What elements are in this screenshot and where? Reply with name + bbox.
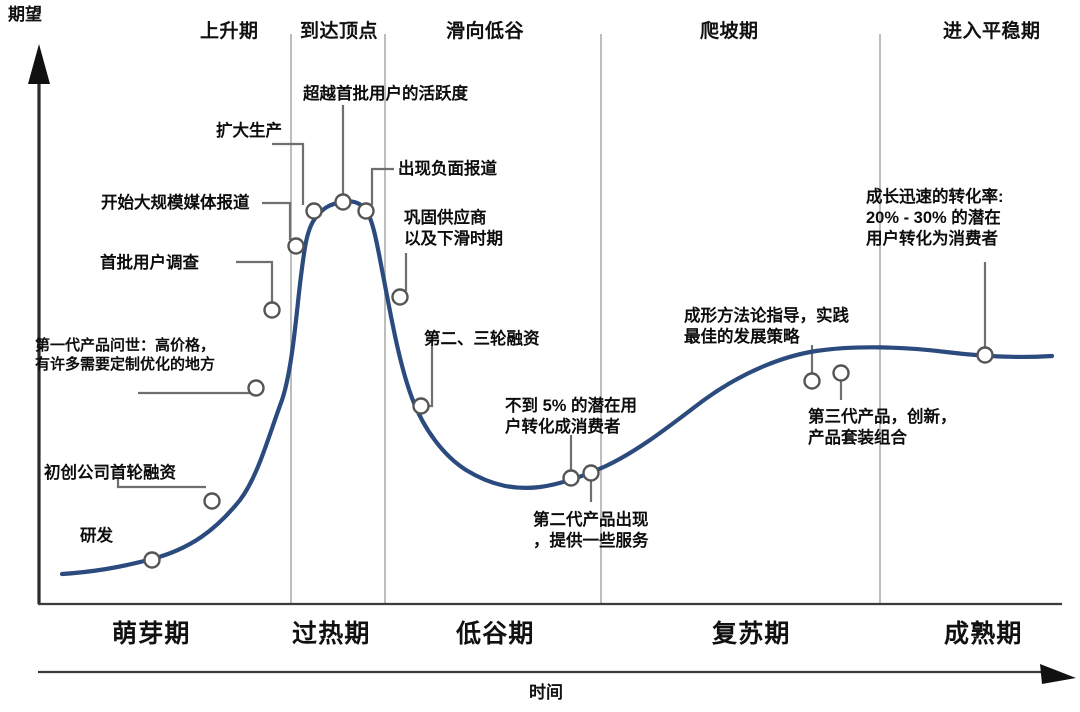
data-point-marker-10[interactable]: 第二、三轮融资 [412,397,430,415]
leader-first-user-survey [236,260,274,304]
data-point-group: 研发 初创公司首轮融资 第一代产品问世：高价格，有许多需要定制优化的地方 首批用户调查… [143,193,994,569]
data-point-marker-1[interactable]: 研发 [143,551,161,569]
x-axis-arrowhead [1040,664,1076,684]
y-axis-arrowhead [28,44,50,84]
annotation-first-gen-product: 第一代产品问世：高价格， 有许多需要定制优化的地方 [35,337,216,374]
data-point-marker-2[interactable]: 初创公司首轮融资 [203,492,221,510]
leader-mass-media [262,201,292,240]
bottom-phase-label-3: 低谷期 [456,620,535,648]
annotation-first-user-survey: 首批用户调查 [100,254,199,272]
data-point-marker-8[interactable]: 出现负面报道 [357,202,375,220]
bottom-phase-label-5: 成熟期 [944,620,1023,648]
annotation-expand-production: 扩大生产 [216,122,282,140]
data-point-marker-7[interactable]: 超越首批用户的活跃度 [334,193,352,211]
top-phase-label-1: 上升期 [200,21,259,42]
leader-negative-press [370,167,394,205]
data-point-marker-11[interactable]: 第二代产品出现，提供一些服务 [562,469,580,487]
bottom-phase-label-4: 复苏期 [712,620,791,648]
bottom-phase-label-2: 过热期 [292,620,371,648]
annotation-negative-press: 出现负面报道 [398,160,497,178]
annotation-rd: 研发 [80,527,113,545]
data-point-marker-4[interactable]: 首批用户调查 [263,301,281,319]
annotation-under-5-percent-conversion: 不到 5% 的潜在用 户转化成消费者 [505,397,638,437]
hype-cycle-curve [59,199,1055,577]
axis-group [28,44,1076,684]
annotation-seed-funding: 初创公司首轮融资 [44,464,176,482]
data-point-marker-6[interactable]: 扩大生产 [305,202,323,220]
data-point-marker-14[interactable]: 第三代产品，创新，产品套装组合 [832,364,850,382]
top-phase-label-3: 滑向低谷 [446,21,525,42]
annotation-third-gen-product: 第三代产品，创新， 产品套装组合 [808,408,957,448]
y-axis-title: 期望 [8,5,42,24]
annotation-beyond-early-adopters: 超越首批用户的活跃度 [303,85,468,103]
top-phase-label-4: 爬坡期 [700,21,759,42]
annotation-methodology-guidance: 成形方法论指导，实践 最佳的发展策略 [684,307,849,347]
top-phase-label-2: 到达顶点 [300,21,379,42]
leader-line-group [116,105,987,502]
data-point-marker-3[interactable]: 第一代产品问世：高价格，有许多需要定制优化的地方 [247,379,265,397]
annotation-consolidate-suppliers: 巩固供应商 以及下滑时期 [404,209,503,249]
top-phase-label-5: 进入平稳期 [943,21,1041,42]
annotation-fast-growth-conversion: 成长迅速的转化率: 20% - 30% 的潜在 用户转化为消费者 [866,188,1004,249]
leader-second-third-funding [428,345,434,408]
annotation-second-third-round-funding: 第二、三轮融资 [424,330,540,348]
phase-divider-group [290,34,881,604]
bottom-phase-label-1: 萌芽期 [112,620,191,648]
leader-seed-funding [116,478,206,489]
data-point-marker-5[interactable]: 开始大规模媒体报道 [287,237,305,255]
annotation-second-gen-product: 第二代产品出现 ，提供一些服务 [533,511,649,551]
x-axis-title: 时间 [529,683,563,702]
leader-expand-production [272,142,305,205]
annotation-mass-media-coverage: 开始大规模媒体报道 [101,194,250,212]
